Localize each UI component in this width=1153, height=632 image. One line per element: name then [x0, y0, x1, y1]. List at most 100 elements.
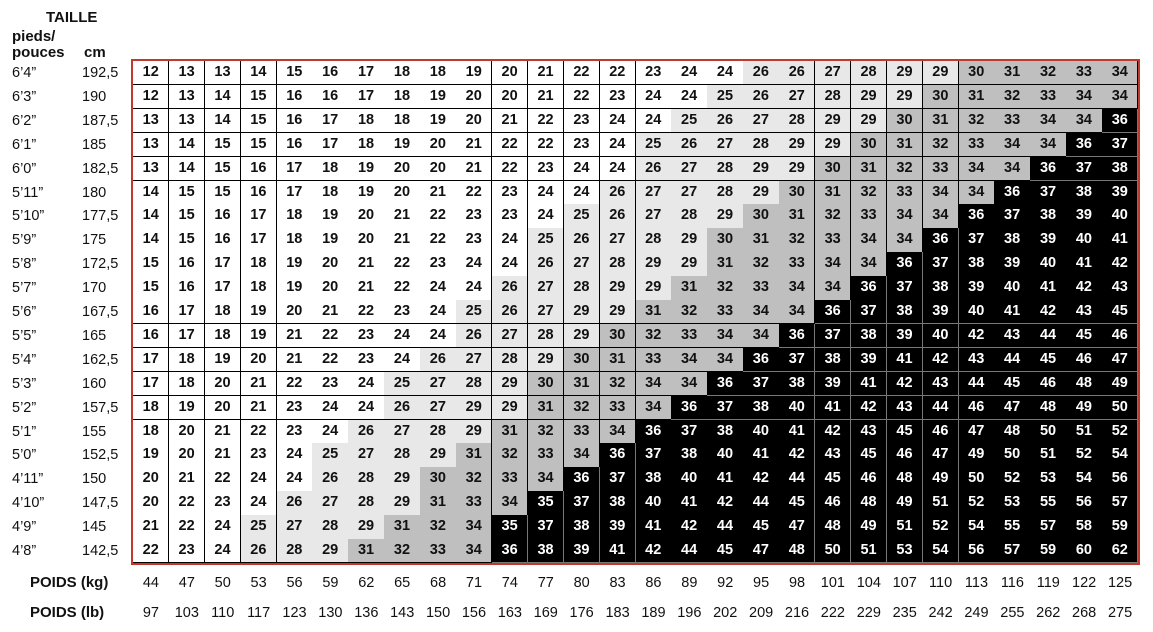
bmi-cell: 38: [1066, 180, 1103, 205]
bmi-cell: 23: [204, 491, 242, 516]
height-cm-label: 192,5: [82, 65, 119, 81]
bmi-cell: 34: [743, 300, 780, 325]
height-cm-label: 175: [82, 232, 107, 249]
bmi-cell: 54: [1066, 467, 1103, 492]
bmi-cell: 19: [240, 323, 278, 349]
bmi-cell: 26: [276, 491, 313, 516]
weight-kg-label: 80: [573, 575, 590, 591]
bmi-cell: 23: [276, 395, 313, 421]
bmi-cell: 24: [456, 252, 493, 277]
weight-kg-label: 65: [394, 575, 411, 591]
bmi-cell: 30: [850, 132, 888, 158]
bmi-cell: 24: [456, 276, 493, 301]
bmi-cell: 34: [1030, 132, 1067, 158]
bmi-cell: 20: [133, 467, 170, 492]
bmi-cell: 21: [240, 371, 278, 397]
bmi-grid: 12 13 13 14 15 16 17 18 18 19 20 21 22 22 23 24 24 26 26 27…: [131, 59, 1140, 565]
bmi-cell: 24: [707, 61, 744, 86]
bmi-cell: 43: [886, 395, 924, 421]
bmi-cell: 28: [563, 276, 601, 301]
weight-kg-label: 62: [358, 575, 375, 591]
bmi-cell: 39: [922, 300, 960, 325]
weight-kg-label: 68: [430, 575, 447, 591]
bmi-cell: 23: [312, 371, 349, 397]
bmi-cell: 31: [850, 156, 888, 181]
bmi-cell: 38: [743, 395, 780, 421]
bmi-cell: 50: [1102, 395, 1139, 421]
bmi-cell: 29: [635, 252, 672, 277]
height-cm-label: 142,5: [82, 543, 119, 560]
bmi-cell: 25: [384, 371, 421, 397]
bmi-cell: 27: [814, 61, 852, 86]
bmi-cell: 36: [814, 300, 852, 325]
height-ft-label: 5’6”: [12, 304, 37, 321]
height-cm-label: 187,5: [82, 112, 119, 129]
bmi-cell: 52: [1102, 419, 1139, 444]
bmi-cell: 15: [240, 108, 278, 134]
bmi-cell: 26: [456, 323, 493, 349]
bmi-cell: 37: [527, 515, 565, 540]
bmi-cell: 24: [635, 84, 672, 110]
bmi-cell: 38: [814, 347, 852, 373]
bmi-cell: 47: [779, 515, 816, 540]
bmi-cell: 48: [994, 419, 1031, 444]
bmi-cell: 21: [420, 180, 457, 205]
bmi-cell: 27: [384, 419, 421, 444]
bmi-cell: 29: [814, 132, 852, 158]
bmi-cell: 34: [994, 156, 1031, 181]
height-cm-label: 172,5: [82, 256, 119, 273]
bmi-cell: 49: [850, 515, 888, 540]
weight-lb-label: 255: [1000, 605, 1025, 621]
bmi-cell: 28: [707, 180, 744, 205]
weight-kg-label: 77: [537, 575, 554, 591]
bmi-cell: 29: [779, 156, 816, 181]
bmi-cell: 23: [420, 252, 457, 277]
weight-kg-label: 125: [1107, 575, 1133, 591]
bmi-cell: 21: [204, 419, 242, 444]
bmi-cell: 33: [420, 539, 457, 564]
weight-kg-label: 56: [286, 575, 303, 591]
bmi-cell: 30: [958, 61, 995, 86]
bmi-cell: 17: [133, 371, 170, 397]
bmi-cell: 21: [527, 84, 565, 110]
height-cm-label: 150: [82, 471, 107, 488]
bmi-cell: 31: [635, 300, 672, 325]
bmi-cell: 41: [850, 371, 888, 397]
bmi-cell: 37: [671, 419, 708, 444]
weight-lb-label: 176: [569, 605, 594, 621]
height-cm-label: 145: [82, 519, 107, 536]
weight-kg-label: 98: [788, 575, 806, 591]
bmi-cell: 29: [563, 300, 601, 325]
bmi-cell: 27: [671, 180, 708, 205]
bmi-cell: 15: [240, 132, 278, 158]
weight-lb-label: 249: [964, 605, 989, 621]
bmi-cell: 34: [958, 180, 995, 205]
bmi-cell: 16: [133, 323, 170, 349]
bmi-cell: 17: [240, 204, 278, 229]
bmi-cell: 39: [1030, 228, 1067, 253]
weight-kg-label: 95: [753, 575, 770, 591]
bmi-cell: 45: [779, 491, 816, 516]
bmi-cell: 42: [1030, 300, 1067, 325]
bmi-cell: 34: [1102, 84, 1139, 110]
bmi-cell: 33: [707, 300, 744, 325]
bmi-cell: 14: [240, 61, 278, 86]
bmi-cell: 13: [133, 108, 170, 134]
height-cm-label: 160: [82, 375, 107, 392]
bmi-cell: 36: [599, 443, 636, 468]
bmi-cell: 26: [779, 61, 816, 86]
bmi-cell: 19: [348, 180, 385, 205]
bmi-cell: 53: [886, 539, 924, 564]
bmi-cell: 31: [707, 252, 744, 277]
height-ft-label: 5’3”: [12, 375, 37, 392]
bmi-cell: 41: [635, 515, 672, 540]
bmi-cell: 20: [384, 156, 421, 181]
bmi-cell: 31: [779, 204, 816, 229]
bmi-cell: 24: [599, 156, 636, 181]
bmi-cell: 21: [133, 515, 170, 540]
bmi-cell: 45: [1030, 347, 1067, 373]
bmi-cell: 23: [276, 419, 313, 444]
bmi-cell: 26: [491, 300, 529, 325]
bmi-cell: 21: [456, 156, 493, 181]
bmi-cell: 40: [1030, 252, 1067, 277]
